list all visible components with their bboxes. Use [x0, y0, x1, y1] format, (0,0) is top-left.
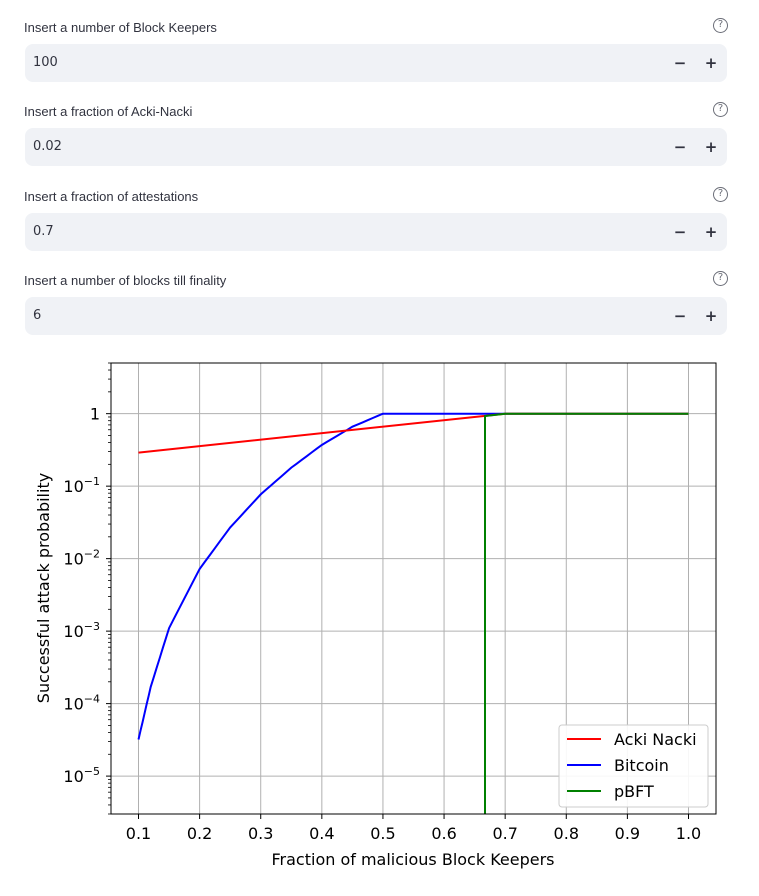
y-tick-base: 10	[63, 695, 83, 714]
x-tick-label: 1.0	[676, 824, 701, 843]
acki-nacki-fraction-value[interactable]: 0.02	[33, 139, 62, 154]
block-keepers-field: Insert a number of Block Keepers ? 100 −…	[24, 18, 728, 82]
x-axis-label: Fraction of malicious Block Keepers	[272, 850, 555, 869]
series-line-acki-nacki	[138, 412, 689, 454]
decrement-button[interactable]: −	[673, 138, 687, 156]
series-line-pbft	[484, 412, 689, 814]
increment-button[interactable]: +	[704, 307, 718, 325]
x-tick-label: 0.5	[370, 824, 395, 843]
x-tick-label: 0.2	[187, 824, 212, 843]
decrement-button[interactable]: −	[673, 54, 687, 72]
y-tick-base: 10	[63, 477, 83, 496]
y-tick-base: 10	[63, 622, 83, 641]
attack-probability-chart: 0.1 0.2 0.3 0.4 0.5 0.6 0.7 0.8 0.9 1.0110−110−21…	[34, 362, 717, 869]
legend-label-bitcoin: Bitcoin	[614, 756, 669, 775]
y-tick-label: 10−4	[63, 693, 100, 714]
decrement-button[interactable]: −	[673, 307, 687, 325]
blocks-till-finality-value[interactable]: 6	[33, 308, 42, 323]
legend-label-acki-nacki: Acki Nacki	[614, 730, 697, 749]
y-tick-label: 1	[90, 405, 100, 424]
help-icon[interactable]: ?	[713, 187, 728, 202]
y-tick-base: 10	[63, 767, 83, 786]
legend: Acki Nacki Bitcoin pBFT	[558, 724, 709, 808]
block-keepers-input[interactable]: 100 − +	[25, 44, 727, 82]
y-tick-exponent: −5	[84, 765, 100, 778]
block-keepers-label: Insert a number of Block Keepers	[24, 20, 217, 35]
y-tick-label: 10−3	[63, 620, 100, 641]
x-tick-label: 0.4	[309, 824, 334, 843]
x-tick-label: 0.1	[126, 824, 151, 843]
y-tick-label: 10−5	[63, 765, 100, 786]
x-tick-label: 0.3	[248, 824, 273, 843]
legend-box	[558, 724, 709, 808]
legend-label-pbft: pBFT	[614, 782, 654, 801]
attestations-fraction-value[interactable]: 0.7	[33, 224, 54, 239]
series-line-bitcoin	[137, 412, 689, 740]
y-tick-label: 10−1	[63, 475, 100, 496]
y-tick-label: 10−2	[63, 548, 100, 569]
attestations-fraction-input[interactable]: 0.7 − +	[25, 213, 727, 251]
x-tick-label: 0.9	[615, 824, 640, 843]
x-tick-label: 0.8	[554, 824, 579, 843]
block-keepers-value[interactable]: 100	[33, 55, 58, 70]
increment-button[interactable]: +	[704, 138, 718, 156]
y-tick-exponent: −1	[84, 475, 100, 488]
help-icon[interactable]: ?	[713, 271, 728, 286]
blocks-till-finality-field: Insert a number of blocks till finality …	[24, 271, 728, 335]
help-icon[interactable]: ?	[713, 102, 728, 117]
acki-nacki-fraction-field: Insert a fraction of Acki-Nacki ? 0.02 −…	[24, 102, 728, 166]
increment-button[interactable]: +	[704, 54, 718, 72]
y-tick-base: 10	[63, 550, 83, 569]
y-tick-exponent: −2	[84, 548, 100, 561]
y-tick-exponent: −4	[84, 693, 100, 706]
plot-frame	[110, 362, 717, 815]
increment-button[interactable]: +	[704, 223, 718, 241]
blocks-till-finality-label: Insert a number of blocks till finality	[24, 273, 227, 288]
attestations-fraction-label: Insert a fraction of attestations	[24, 189, 199, 204]
acki-nacki-fraction-input[interactable]: 0.02 − +	[25, 128, 727, 166]
x-tick-label: 0.6	[431, 824, 456, 843]
y-tick-exponent: −3	[84, 620, 100, 633]
acki-nacki-fraction-label: Insert a fraction of Acki-Nacki	[24, 104, 193, 119]
y-axis-label: Successful attack probability	[34, 473, 53, 703]
decrement-button[interactable]: −	[673, 223, 687, 241]
attestations-fraction-field: Insert a fraction of attestations ? 0.7 …	[24, 187, 728, 251]
blocks-till-finality-input[interactable]: 6 − +	[25, 297, 727, 335]
help-icon[interactable]: ?	[713, 18, 728, 33]
x-tick-label: 0.7	[492, 824, 517, 843]
